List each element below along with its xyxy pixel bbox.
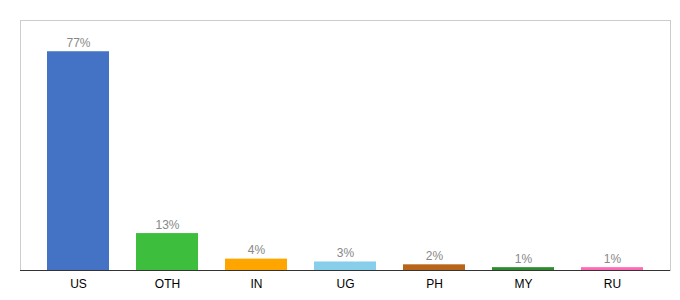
svg-text:3%: 3% [337, 246, 355, 260]
svg-text:MY: MY [515, 277, 533, 291]
svg-text:1%: 1% [515, 252, 533, 266]
svg-text:77%: 77% [66, 36, 90, 50]
svg-text:OTH: OTH [155, 277, 180, 291]
svg-text:4%: 4% [248, 243, 266, 257]
svg-text:IN: IN [251, 277, 263, 291]
svg-text:2%: 2% [426, 249, 444, 263]
svg-text:UG: UG [337, 277, 355, 291]
svg-text:13%: 13% [155, 218, 179, 232]
svg-text:US: US [70, 277, 87, 291]
svg-text:1%: 1% [604, 252, 622, 266]
svg-text:PH: PH [426, 277, 443, 291]
svg-text:RU: RU [604, 277, 621, 291]
